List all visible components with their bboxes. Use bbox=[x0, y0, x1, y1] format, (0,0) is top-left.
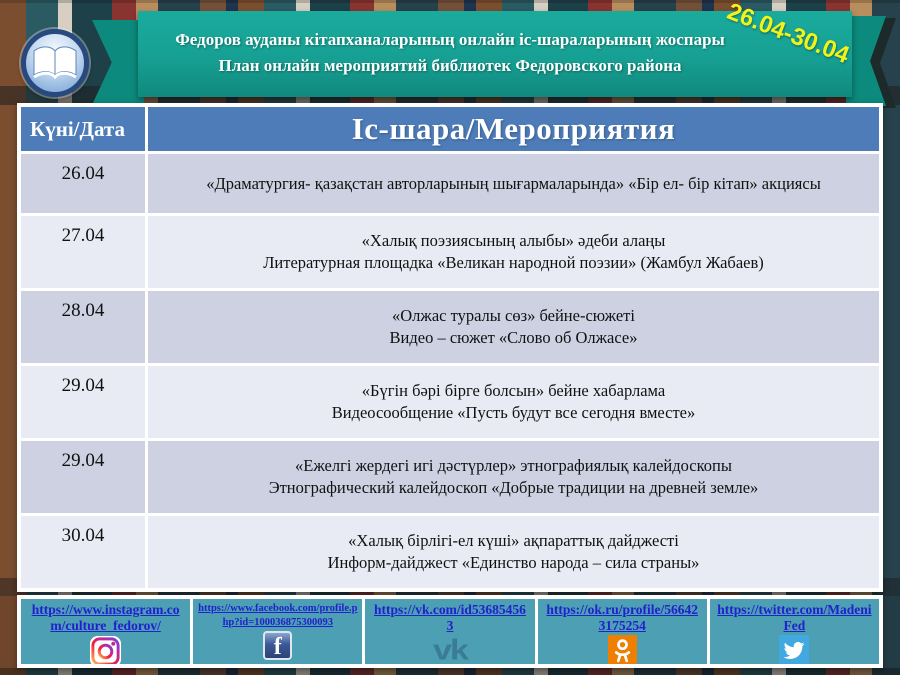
table-row: 29.04 «Ежелгі жердегі игі дәстүрлер» этн… bbox=[21, 441, 879, 513]
event-line-kazakh: «Бүгін бәрі бірге болсын» бейне хабарлам… bbox=[361, 381, 666, 400]
event-description: «Бүгін бәрі бірге болсын» бейне хабарлам… bbox=[148, 366, 879, 438]
table-row: 26.04 «Драматургия- қазақстан авторларын… bbox=[21, 154, 879, 213]
event-date: 30.04 bbox=[21, 516, 145, 588]
event-date: 29.04 bbox=[21, 441, 145, 513]
open-book-icon bbox=[33, 46, 77, 80]
odnoklassniki-link[interactable]: https://ok.ru/profile/566423175254 bbox=[546, 602, 698, 633]
title-banner: Федоров ауданы кітапханаларының онлайн і… bbox=[138, 11, 852, 97]
twitter-link[interactable]: https://twitter.com/MadeniFed bbox=[717, 602, 872, 633]
events-table: Күні/Дата Іс-шара/Мероприятия 26.04 «Дра… bbox=[17, 103, 883, 592]
vk-link[interactable]: https://vk.com/id536854563 bbox=[374, 602, 526, 633]
event-date: 26.04 bbox=[21, 154, 145, 213]
facebook-icon[interactable]: f bbox=[263, 631, 293, 660]
event-description: «Ежелгі жердегі игі дәстүрлер» этнографи… bbox=[148, 441, 879, 513]
social-cell-vk: https://vk.com/id536854563 vk bbox=[365, 599, 535, 664]
table-row: 29.04 «Бүгін бәрі бірге болсын» бейне ха… bbox=[21, 366, 879, 438]
social-links-bar: https://www.instagram.com/culture_fedoro… bbox=[17, 595, 883, 668]
event-line-kazakh: «Олжас туралы сөз» бейне-сюжеті bbox=[392, 306, 635, 325]
social-cell-odnoklassniki: https://ok.ru/profile/566423175254 bbox=[537, 599, 707, 664]
table-row: 28.04 «Олжас туралы сөз» бейне-сюжеті Ви… bbox=[21, 291, 879, 363]
instagram-link[interactable]: https://www.instagram.com/culture_fedoro… bbox=[31, 602, 180, 633]
event-description: «Олжас туралы сөз» бейне-сюжеті Видео – … bbox=[148, 291, 879, 363]
event-line-russian: Литературная площадка «Великан народной … bbox=[263, 253, 764, 272]
social-cell-instagram: https://www.instagram.com/culture_fedoro… bbox=[21, 599, 191, 664]
library-logo bbox=[21, 29, 89, 97]
table-row: 27.04 «Халық поэзиясының алыбы» әдеби ал… bbox=[21, 216, 879, 288]
column-header-events: Іс-шара/Мероприятия bbox=[148, 107, 879, 151]
event-line-kazakh: «Халық бірлігі-ел күші» ақпараттық дайдж… bbox=[348, 531, 679, 550]
event-date: 29.04 bbox=[21, 366, 145, 438]
event-line-kazakh: «Драматургия- қазақстан авторларының шығ… bbox=[206, 173, 821, 193]
banner-title-kazakh: Федоров ауданы кітапханаларының онлайн і… bbox=[175, 30, 725, 49]
social-cell-twitter: https://twitter.com/MadeniFed bbox=[709, 599, 879, 664]
event-description: «Драматургия- қазақстан авторларының шығ… bbox=[148, 154, 879, 213]
event-line-kazakh: «Халық поэзиясының алыбы» әдеби алаңы bbox=[361, 231, 666, 250]
banner-title-russian: План онлайн мероприятий библиотек Федоро… bbox=[218, 56, 682, 75]
instagram-icon[interactable] bbox=[89, 635, 122, 664]
facebook-link[interactable]: https://www.facebook.com/profile.php?id=… bbox=[198, 603, 358, 628]
event-line-russian: Этнографический калейдоскоп «Добрые трад… bbox=[268, 478, 759, 497]
twitter-icon[interactable] bbox=[779, 635, 810, 664]
event-date: 28.04 bbox=[21, 291, 145, 363]
column-header-date: Күні/Дата bbox=[21, 107, 145, 151]
odnoklassniki-icon[interactable] bbox=[607, 635, 637, 664]
event-description: «Халық бірлігі-ел күші» ақпараттық дайдж… bbox=[148, 516, 879, 588]
event-line-russian: Видеосообщение «Пусть будут все сегодня … bbox=[331, 403, 696, 422]
event-description: «Халық поэзиясының алыбы» әдеби алаңы Ли… bbox=[148, 216, 879, 288]
event-line-russian: Видео – сюжет «Слово об Олжасе» bbox=[389, 328, 638, 347]
table-row: 30.04 «Халық бірлігі-ел күші» ақпараттық… bbox=[21, 516, 879, 588]
event-line-kazakh: «Ежелгі жердегі игі дәстүрлер» этнографи… bbox=[295, 456, 732, 475]
event-line-russian: Информ-дайджест «Единство народа – сила … bbox=[327, 553, 700, 572]
table-header-row: Күні/Дата Іс-шара/Мероприятия bbox=[21, 107, 879, 151]
vk-icon[interactable]: vk bbox=[433, 633, 469, 664]
social-cell-facebook: https://www.facebook.com/profile.php?id=… bbox=[193, 599, 363, 664]
event-date: 27.04 bbox=[21, 216, 145, 288]
